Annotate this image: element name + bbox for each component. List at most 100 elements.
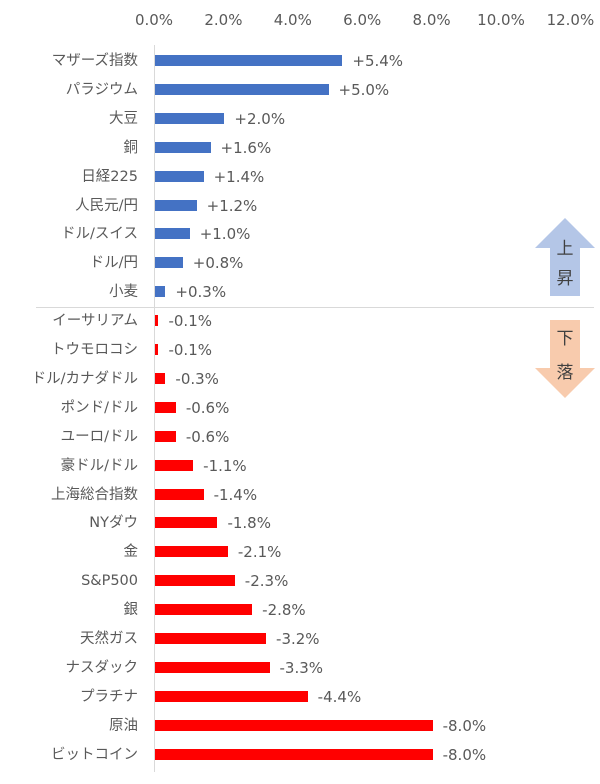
bar-fall [155, 517, 218, 529]
data-label: +0.8% [192, 254, 244, 273]
category-label: パラジウム [65, 81, 138, 98]
data-label: +1.0% [199, 225, 251, 244]
category-label: 大豆 [109, 110, 138, 127]
data-label: -1.1% [203, 456, 247, 475]
category-label: ユーロ/ドル [60, 428, 138, 445]
category-label: 天然ガス [80, 631, 138, 647]
bar-row: 天然ガス -3.2% [0, 625, 600, 653]
category-label: 日経225 [81, 168, 138, 185]
data-label: -2.3% [244, 572, 289, 591]
data-label: -0.6% [185, 398, 230, 417]
data-label: -3.3% [279, 658, 324, 677]
bar-rise [155, 257, 183, 269]
category-label: イーサリアム [52, 313, 138, 330]
category-label: プラチナ [80, 688, 138, 705]
data-label: +0.3% [175, 283, 227, 302]
bar-rise [155, 286, 166, 298]
category-label: S&P500 [81, 573, 138, 590]
data-label: +1.6% [220, 138, 272, 157]
category-label: 豪ドル/ドル [60, 457, 138, 474]
category-label: ポンド/ドル [60, 399, 138, 416]
down-arrow-icon: 下 落 [535, 320, 595, 398]
bar-row: NYダウ -1.8% [0, 509, 600, 537]
bar-fall [155, 748, 433, 760]
category-label: 小麦 [109, 284, 138, 301]
bar-fall [155, 719, 433, 731]
bar-fall [155, 633, 267, 644]
bar-rise [155, 228, 190, 240]
bar-fall [155, 546, 228, 558]
category-label: 金 [123, 544, 139, 561]
category-label: 銀 [123, 602, 139, 619]
data-label: -1.4% [213, 485, 258, 504]
up-arrow-icon: 上 昇 [535, 218, 595, 296]
bar-row: 上海総合指数 -1.4% [0, 481, 600, 509]
x-tick-label: 12.0% [546, 11, 595, 29]
category-label: ドル/カナダドル [31, 370, 138, 387]
bar-fall [155, 315, 159, 327]
category-label: マザーズ指数 [51, 53, 138, 69]
category-label: ナスダック [65, 659, 139, 676]
x-tick-label: 10.0% [477, 11, 525, 29]
bar-fall [155, 401, 176, 413]
arrow-label-down-2: 落 [556, 363, 574, 383]
bar-row: 日経225 +1.4% [0, 163, 600, 191]
bar-fall [155, 575, 235, 587]
bar-fall [155, 372, 166, 384]
rise-fall-separator [36, 307, 594, 308]
data-label: -8.0% [442, 745, 487, 764]
x-tick-label: 2.0% [204, 11, 243, 29]
bar-fall [155, 430, 176, 442]
data-label: -0.3% [175, 369, 219, 388]
data-label: -2.1% [237, 543, 282, 562]
bar-row: ビットコイン -8.0% [0, 741, 600, 769]
category-label: 原油 [109, 717, 138, 734]
bar-row: ドル/円 +0.8% [0, 249, 600, 277]
bar-fall [155, 661, 270, 673]
bar-row: 人民元/円 +1.2% [0, 192, 600, 220]
data-label: +1.2% [206, 196, 258, 215]
data-label: -0.6% [185, 427, 230, 446]
data-label: -1.8% [227, 514, 271, 533]
data-label: +5.0% [338, 80, 390, 99]
bar-rise [155, 141, 211, 153]
bar-fall [155, 488, 204, 500]
category-label: ビットコイン [51, 746, 138, 763]
bar-row: 銅 +1.6% [0, 134, 600, 162]
bar-row: トウモロコシ -0.1% [0, 336, 600, 364]
data-label: -3.2% [276, 630, 320, 648]
bar-fall [155, 690, 308, 702]
category-label: トウモロコシ [51, 342, 138, 358]
bar-row: 銀 -2.8% [0, 596, 600, 624]
bar-row: パラジウム +5.0% [0, 76, 600, 104]
category-label: ドル/円 [89, 255, 138, 272]
bar-fall [155, 604, 253, 616]
bar-fall [155, 459, 194, 471]
category-label: NYダウ [89, 515, 138, 532]
bar-rise [155, 170, 204, 182]
bar-rise [155, 55, 343, 66]
bar-row: 豪ドル/ドル -1.1% [0, 452, 600, 480]
data-label: -0.1% [168, 312, 212, 331]
arrow-label-up-1: 上 [556, 239, 574, 259]
category-label: ドル/スイス [61, 226, 138, 243]
bar-rise [155, 112, 225, 124]
bar-fall [155, 344, 159, 355]
bar-row: プラチナ -4.4% [0, 683, 600, 711]
data-label: -8.0% [442, 716, 487, 735]
bar-row: ドル/スイス +1.0% [0, 220, 600, 248]
data-label: +2.0% [234, 109, 286, 128]
bar-row: 小麦 +0.3% [0, 278, 600, 306]
bar-row: 原油 -8.0% [0, 712, 600, 740]
bar-row: S&P500 -2.3% [0, 567, 600, 595]
data-label: -4.4% [317, 687, 362, 706]
data-label: +1.4% [213, 167, 265, 186]
bar-row: イーサリアム -0.1% [0, 307, 600, 335]
x-tick-label: 4.0% [273, 11, 312, 29]
category-label: 人民元/円 [75, 197, 138, 214]
bar-row: ユーロ/ドル -0.6% [0, 423, 600, 451]
arrow-label-down-1: 下 [556, 329, 574, 349]
bar-row: 金 -2.1% [0, 538, 600, 566]
bar-row: ナスダック -3.3% [0, 654, 600, 682]
x-tick-label: 8.0% [412, 11, 451, 29]
